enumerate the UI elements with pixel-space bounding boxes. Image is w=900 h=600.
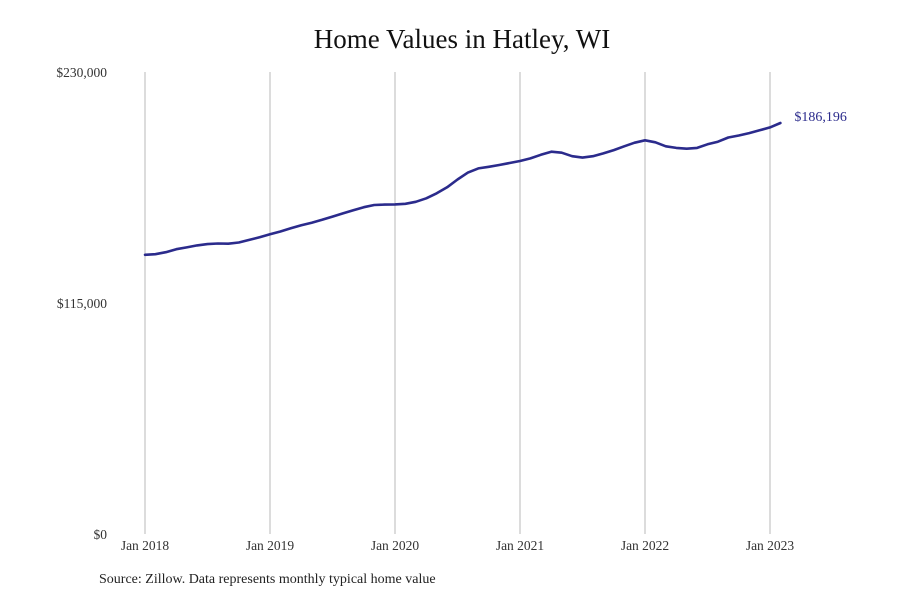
y-tick-label: $0 (94, 527, 108, 542)
series-line (143, 121, 782, 257)
x-tick-label: Jan 2022 (621, 538, 669, 553)
x-tick-label: Jan 2018 (121, 538, 170, 553)
x-tick-label: Jan 2021 (496, 538, 544, 553)
x-tick-label: Jan 2023 (746, 538, 795, 553)
x-tick-label: Jan 2019 (246, 538, 295, 553)
x-axis-tick-labels: Jan 2018 Jan 2019 Jan 2020 Jan 2021 Jan 2022… (121, 538, 795, 553)
x-tick-label: Jan 2020 (371, 538, 420, 553)
chart-title: Home Values in Hatley, WI (313, 24, 611, 54)
series-line-group (143, 121, 782, 257)
y-tick-label: $115,000 (57, 296, 107, 311)
end-value-label: $186,196 (794, 110, 847, 125)
gridlines (144, 72, 771, 534)
y-axis-tick-labels: $0 $115,000 $230,000 (56, 65, 107, 542)
source-note: Source: Zillow. Data represents monthly … (99, 572, 436, 587)
y-tick-label: $230,000 (56, 65, 107, 80)
end-value-label-group: $186,196 (794, 110, 847, 125)
